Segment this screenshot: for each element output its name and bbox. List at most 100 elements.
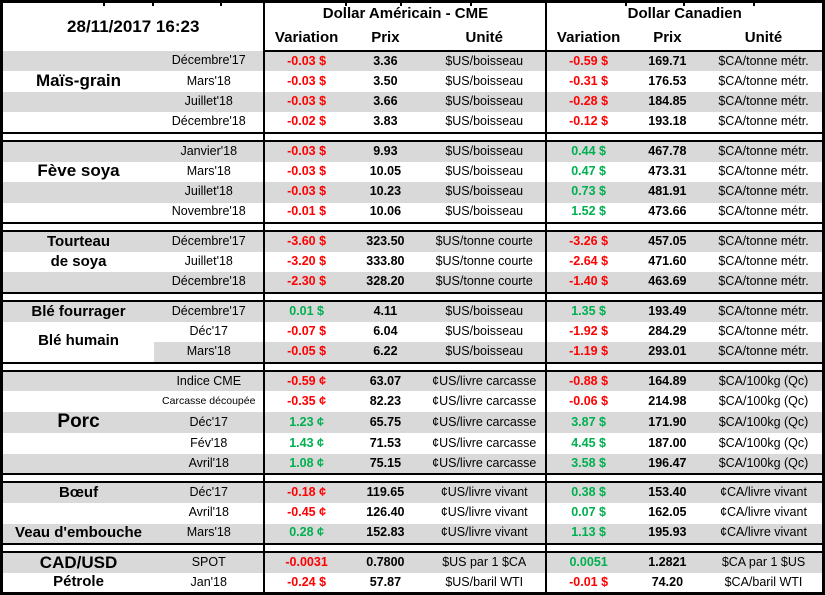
table-row: Janvier'18 -0.03 $ 9.93 $US/boisseau 0.4…	[1, 141, 824, 162]
month-cell: Mars'18	[154, 342, 265, 363]
month-cell: Déc'17	[154, 482, 265, 503]
ca-unite-cell: $CA/100kg (Qc)	[705, 391, 824, 412]
ca-unite-cell: $CA/100kg (Qc)	[705, 433, 824, 454]
ca-prix-cell: 463.69	[629, 272, 706, 293]
commodity-name-cell: Fève soya	[1, 161, 155, 183]
month-cell: Avril'18	[154, 453, 265, 475]
commodity-name-cell: Maïs-grain	[1, 71, 155, 92]
us-variation-cell: 1.43 ¢	[263, 433, 348, 454]
ca-variation-cell: -2.64 $	[545, 251, 630, 273]
usd-variation-header: Variation	[263, 26, 348, 52]
table-row: Carcasse découpée -0.35 ¢ 82.23 ¢US/livr…	[1, 391, 824, 412]
ca-variation-cell: -0.88 $	[545, 370, 630, 392]
us-variation-cell: 0.28 ¢	[263, 523, 348, 545]
us-variation-cell: -0.45 ¢	[263, 503, 348, 524]
ca-variation-cell: -0.59 $	[545, 50, 630, 72]
commodity-name-cell	[1, 182, 155, 203]
month-cell: Décembre'17	[154, 50, 265, 72]
group-separator	[1, 473, 824, 484]
ca-variation-cell: -3.26 $	[545, 231, 630, 252]
commodity-name-cell	[1, 453, 155, 475]
group-separator	[1, 291, 824, 303]
commodity-name-cell: Bœuf	[1, 482, 155, 503]
ca-unite-cell: $CA/100kg (Qc)	[705, 411, 824, 434]
ca-unite-cell: $CA/tonne métr.	[705, 182, 824, 203]
month-cell: Mars'18	[154, 523, 265, 545]
us-prix-cell: 10.06	[347, 202, 424, 224]
gridline-tick	[103, 2, 105, 6]
month-cell: Fév'18	[154, 433, 265, 454]
ca-prix-cell: 176.53	[629, 71, 706, 92]
month-cell: Décembre'18	[154, 272, 265, 293]
ca-prix-cell: 193.49	[629, 301, 706, 322]
ca-variation-cell: 0.0051	[545, 552, 630, 573]
table-row: Juillet'18 -0.03 $ 3.66 $US/boisseau -0.…	[1, 91, 824, 113]
table-row: Veau d'embouche Mars'18 0.28 ¢ 152.83 ¢U…	[1, 523, 824, 545]
ca-unite-cell: ¢CA/livre vivant	[705, 482, 824, 503]
ca-variation-cell: -0.06 $	[545, 391, 630, 412]
us-prix-cell: 75.15	[347, 453, 424, 475]
commodity-name-cell	[1, 91, 155, 113]
ca-prix-cell: 184.85	[629, 91, 706, 113]
commodity-name-cell	[1, 202, 155, 224]
us-unite-cell: $US/boisseau	[423, 342, 547, 363]
commodity-name-cell	[1, 370, 155, 392]
cad-prix-header: Prix	[629, 26, 706, 52]
us-prix-cell: 57.87	[347, 572, 424, 594]
us-prix-cell: 0.7800	[347, 552, 424, 573]
us-variation-cell: -2.30 $	[263, 272, 348, 293]
ca-unite-cell: ¢CA/livre vivant	[705, 523, 824, 545]
us-variation-cell: 1.08 ¢	[263, 453, 348, 475]
us-variation-cell: -0.03 $	[263, 161, 348, 183]
month-cell: Décembre'18	[154, 112, 265, 133]
us-prix-cell: 3.66	[347, 91, 424, 113]
us-prix-cell: 6.22	[347, 342, 424, 363]
us-unite-cell: $US/boisseau	[423, 301, 547, 322]
ca-unite-cell: $CA/tonne métr.	[705, 161, 824, 183]
usd-group-title: Dollar Américain - CME	[263, 1, 547, 27]
us-variation-cell: -0.03 $	[263, 141, 348, 162]
ca-variation-cell: 0.47 $	[545, 161, 630, 183]
commodity-name-cell	[1, 141, 155, 162]
group-separator	[1, 361, 824, 372]
us-variation-cell: -0.05 $	[263, 342, 348, 363]
gridline-tick	[400, 2, 402, 6]
header-row-groups: 28/11/2017 16:23 Dollar Américain - CME …	[1, 1, 824, 51]
month-cell: Décembre'17	[154, 301, 265, 322]
commodity-name-cell: Blé fourrager	[1, 301, 155, 322]
us-unite-cell: $US/tonne courte	[423, 231, 547, 252]
cad-variation-header: Variation	[545, 26, 630, 52]
table-row: de soya Juillet'18 -3.20 $ 333.80 $US/to…	[1, 251, 824, 273]
us-unite-cell: $US/boisseau	[423, 161, 547, 183]
ca-unite-cell: $CA/tonne métr.	[705, 112, 824, 133]
gridline-tick	[470, 2, 472, 6]
us-unite-cell: ¢US/livre carcasse	[423, 391, 547, 412]
us-variation-cell: -0.03 $	[263, 91, 348, 113]
us-unite-cell: ¢US/livre vivant	[423, 503, 547, 524]
us-prix-cell: 6.04	[347, 321, 424, 343]
report-timestamp: 28/11/2017 16:23	[1, 1, 265, 51]
table-row: Décembre'18 -0.02 $ 3.83 $US/boisseau -0…	[1, 112, 824, 133]
us-prix-cell: 328.20	[347, 272, 424, 293]
commodity-name-cell	[1, 272, 155, 293]
gridline-tick	[345, 2, 347, 6]
ca-prix-cell: 467.78	[629, 141, 706, 162]
us-prix-cell: 10.05	[347, 161, 424, 183]
us-variation-cell: -3.20 $	[263, 251, 348, 273]
usd-prix-header: Prix	[347, 26, 424, 52]
ca-prix-cell: 284.29	[629, 321, 706, 343]
us-unite-cell: ¢US/livre carcasse	[423, 370, 547, 392]
table-row: Blé humain Déc'17 -0.07 $ 6.04 $US/boiss…	[1, 321, 824, 363]
ca-variation-cell: -0.01 $	[545, 572, 630, 594]
commodity-name-cell	[1, 503, 155, 524]
us-unite-cell: ¢US/livre carcasse	[423, 453, 547, 475]
us-prix-cell: 71.53	[347, 433, 424, 454]
table-row: Novembre'18 -0.01 $ 10.06 $US/boisseau 1…	[1, 202, 824, 224]
commodity-name-cell: Veau d'embouche	[1, 523, 155, 545]
us-variation-cell: -3.60 $	[263, 231, 348, 252]
table-row: CAD/USD SPOT -0.0031 0.7800 $US par 1 $C…	[1, 552, 824, 573]
ca-unite-cell: $CA/tonne métr.	[705, 272, 824, 293]
ca-prix-cell: 457.05	[629, 231, 706, 252]
table-row: Blé fourrager Décembre'17 0.01 $ 4.11 $U…	[1, 301, 824, 322]
